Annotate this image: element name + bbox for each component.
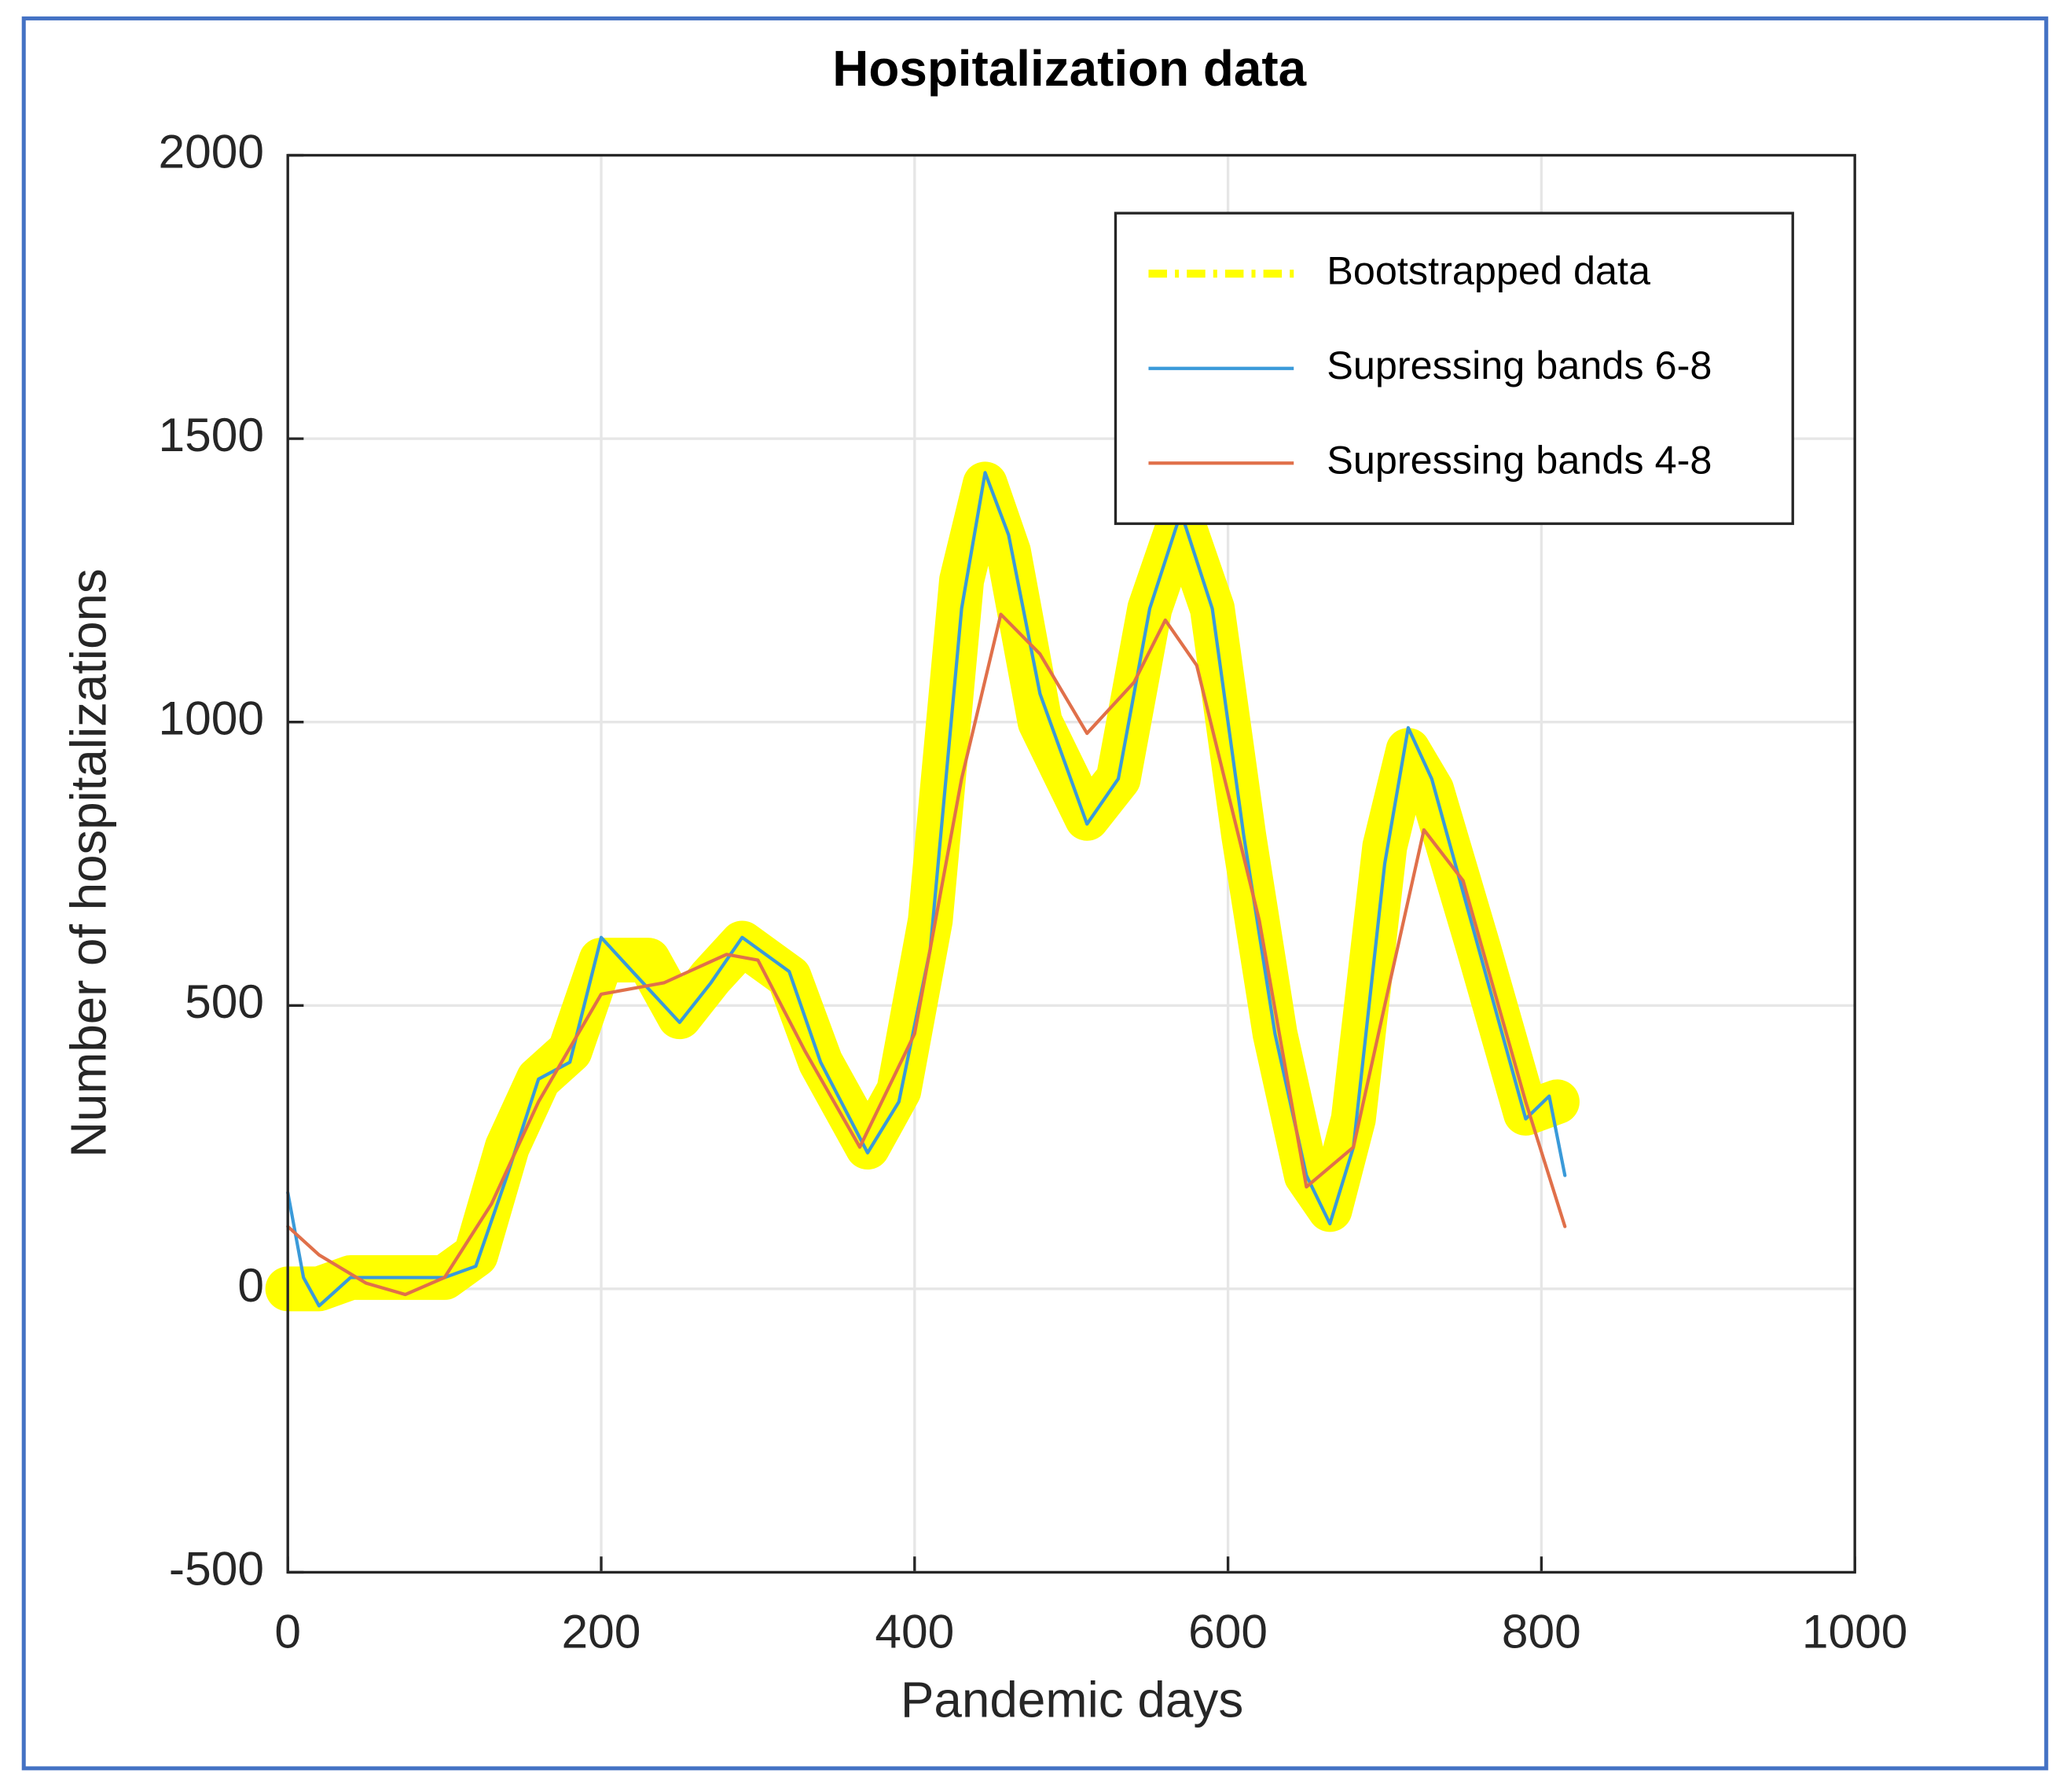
chart-title: Hospitalization data	[832, 40, 1306, 97]
x-tick-label: 800	[1502, 1605, 1581, 1658]
y-tick-label: 0	[237, 1258, 264, 1312]
series-line	[286, 471, 1567, 1308]
y-tick-label: -500	[169, 1541, 264, 1595]
legend-label: Bootstrapped data	[1327, 248, 1650, 293]
y-tick-label: 2000	[158, 125, 264, 178]
y-tick-label: 1000	[158, 692, 264, 745]
x-tick-label: 200	[562, 1605, 641, 1658]
plot-border	[286, 153, 1856, 1574]
x-tick-label: 400	[875, 1605, 954, 1658]
y-tick-label: 500	[185, 975, 264, 1028]
x-tick-label: 0	[274, 1605, 301, 1658]
legend-label: Supressing bands 6-8	[1327, 343, 1712, 387]
legend-label: Supressing bands 4-8	[1327, 438, 1712, 483]
x-tick-label: 600	[1188, 1605, 1268, 1658]
y-axis-label: Number of hospitalizations	[60, 568, 116, 1158]
y-tick-label: 1500	[158, 408, 264, 461]
x-tick-label: 1000	[1802, 1605, 1908, 1658]
x-axis-label: Pandemic days	[901, 1672, 1243, 1728]
series-line	[286, 612, 1567, 1297]
